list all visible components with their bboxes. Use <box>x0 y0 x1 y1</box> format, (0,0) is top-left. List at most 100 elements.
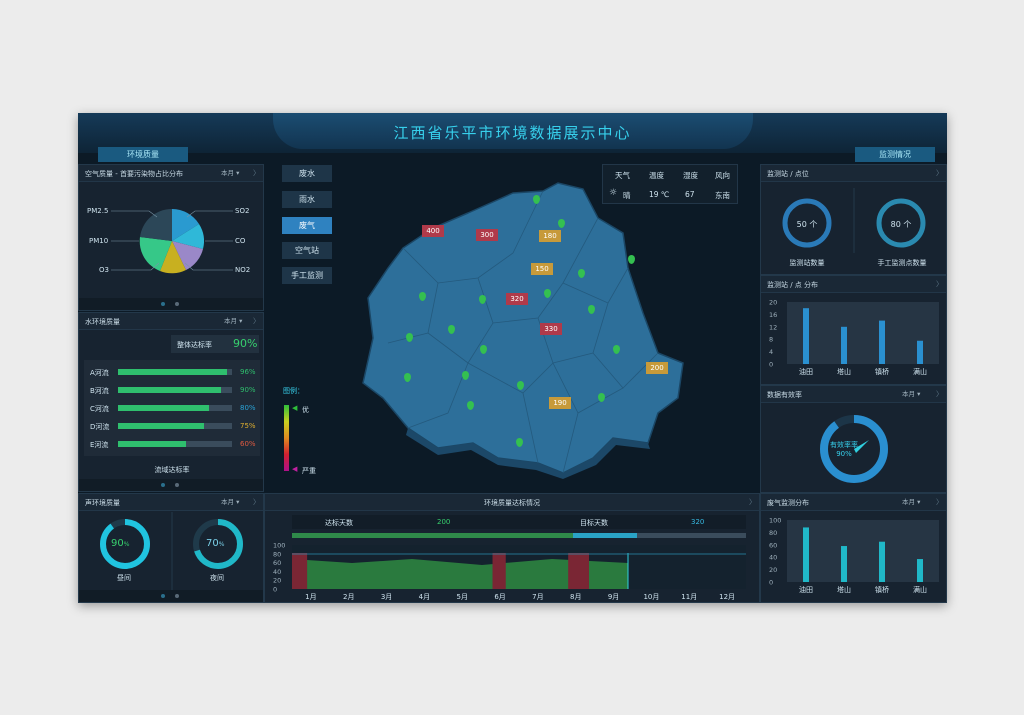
bar[interactable] <box>841 326 847 364</box>
y-tick-label: 40 <box>273 568 281 576</box>
efficiency-gauge <box>820 415 888 483</box>
river-bar <box>118 387 232 393</box>
x-tick-label: 油田 <box>799 585 813 594</box>
period-select[interactable]: 本月 ▾ <box>902 390 921 398</box>
next-icon[interactable]: 〉 <box>749 498 756 506</box>
x-tick-label: 11月 <box>681 593 697 601</box>
legend-top-label: 优 <box>302 406 309 414</box>
nav-manual-monitoring[interactable]: 手工监测 <box>282 267 332 284</box>
nav-air-station[interactable]: 空气站 <box>282 242 332 259</box>
pin-icon[interactable] <box>558 219 565 228</box>
pin-icon[interactable] <box>480 345 487 354</box>
pin-icon[interactable] <box>448 325 455 334</box>
dashboard-screen: 江西省乐平市环境数据展示中心 环境质量 监测情况 空气质量 - 首要污染物占比分… <box>78 113 947 603</box>
panel-footer <box>79 590 263 602</box>
bar[interactable] <box>803 527 809 582</box>
x-tick-label: 镇桥 <box>875 367 889 376</box>
tab-monitoring[interactable]: 监测情况 <box>855 147 935 162</box>
bar[interactable] <box>879 541 885 582</box>
pin-icon[interactable] <box>588 305 595 314</box>
panel-header: 水环境质量 本月 ▾ 〉 <box>79 313 263 330</box>
nav-rainwater[interactable]: 雨水 <box>282 191 332 208</box>
pin-icon[interactable] <box>533 195 540 204</box>
panel-header: 声环境质量 本月 ▾ 〉 <box>79 494 263 511</box>
nav-exhaust-gas[interactable]: 废气 <box>282 217 332 234</box>
period-select[interactable]: 本月 ▾ <box>224 317 243 325</box>
river-name: B河流 <box>90 387 109 395</box>
y-tick-label: 80 <box>273 550 281 558</box>
station-distribution-title: 监测站 / 点 分布 <box>767 281 819 289</box>
river-bar-fill <box>118 405 210 411</box>
x-tick-label: 4月 <box>419 593 430 601</box>
period-value: 本月 <box>224 317 237 325</box>
pin-icon[interactable] <box>613 345 620 354</box>
river-name: D河流 <box>90 423 110 431</box>
progress-fill-secondary <box>573 533 638 538</box>
page-dot[interactable] <box>161 483 165 487</box>
bar[interactable] <box>917 559 923 582</box>
y-tick-label: 80 <box>769 529 777 537</box>
x-tick-label: 7月 <box>532 593 543 601</box>
gas-distribution-chart: 100 80 60 40 20 0 油田 塔山 镇桥 满山 <box>769 517 939 594</box>
river-bar-fill <box>118 423 204 429</box>
bar[interactable] <box>803 308 809 364</box>
manual-count-label: 手工监测点数量 <box>877 259 927 267</box>
period-select[interactable]: 本月 ▾ <box>221 498 240 506</box>
bar[interactable] <box>841 546 847 582</box>
pin-icon[interactable] <box>544 289 551 298</box>
next-icon[interactable]: 〉 <box>936 390 943 398</box>
marker-label: 150 <box>531 263 553 275</box>
overall-rate-value: 90% <box>233 337 258 350</box>
next-icon[interactable]: 〉 <box>253 317 260 325</box>
legend-title: 图例： <box>283 387 304 395</box>
y-tick-label: 8 <box>769 336 773 344</box>
pin-icon[interactable] <box>598 393 605 402</box>
x-tick-label: 10月 <box>643 593 659 601</box>
next-icon[interactable]: 〉 <box>936 169 943 177</box>
next-icon[interactable]: 〉 <box>253 498 260 506</box>
page-dot[interactable] <box>161 302 165 306</box>
river-rate: 75% <box>240 422 256 430</box>
river-name: A河流 <box>90 369 109 377</box>
efficiency-title: 数据有效率 <box>767 391 802 399</box>
pin-icon[interactable] <box>516 438 523 447</box>
tab-environment-quality[interactable]: 环境质量 <box>98 147 188 162</box>
pin-icon[interactable] <box>406 333 413 342</box>
next-icon[interactable]: 〉 <box>253 169 260 177</box>
pin-icon[interactable] <box>419 292 426 301</box>
region-map <box>362 182 684 479</box>
period-select[interactable]: 本月 ▾ <box>221 169 240 177</box>
header: 江西省乐平市环境数据展示中心 <box>78 113 947 153</box>
pin-icon[interactable] <box>578 269 585 278</box>
marker-label: 320 <box>506 293 528 305</box>
pie-label-co: CO <box>235 237 246 245</box>
header-band <box>273 113 753 149</box>
pie-label-pm25: PM2.5 <box>87 207 108 215</box>
gas-distribution-title: 废气监测分布 <box>767 499 809 507</box>
page-dot[interactable] <box>161 594 165 598</box>
page-dot[interactable] <box>175 594 179 598</box>
pin-icon[interactable] <box>467 401 474 410</box>
weather-header-temp: 温度 <box>649 171 664 180</box>
page-dot[interactable] <box>175 302 179 306</box>
target-days-label: 目标天数 <box>580 519 608 527</box>
pin-icon[interactable] <box>404 373 411 382</box>
panel-header: 监测站 / 点位 〉 <box>761 165 946 182</box>
pin-icon[interactable] <box>628 255 635 264</box>
page-dot[interactable] <box>175 483 179 487</box>
legend-arrow-icon: ◀ <box>292 465 298 473</box>
river-bar <box>118 441 232 447</box>
pin-icon[interactable] <box>462 371 469 380</box>
panel-footer <box>79 298 263 310</box>
pin-icon[interactable] <box>517 381 524 390</box>
exceed-area <box>492 553 506 589</box>
page-title: 江西省乐平市环境数据展示中心 <box>393 124 632 142</box>
bar[interactable] <box>917 340 923 364</box>
period-select[interactable]: 本月 ▾ <box>902 498 921 506</box>
nav-wastewater[interactable]: 废水 <box>282 165 332 182</box>
next-icon[interactable]: 〉 <box>936 280 943 288</box>
pin-icon[interactable] <box>479 295 486 304</box>
next-icon[interactable]: 〉 <box>936 498 943 506</box>
y-tick-label: 60 <box>769 541 777 549</box>
bar[interactable] <box>879 320 885 364</box>
